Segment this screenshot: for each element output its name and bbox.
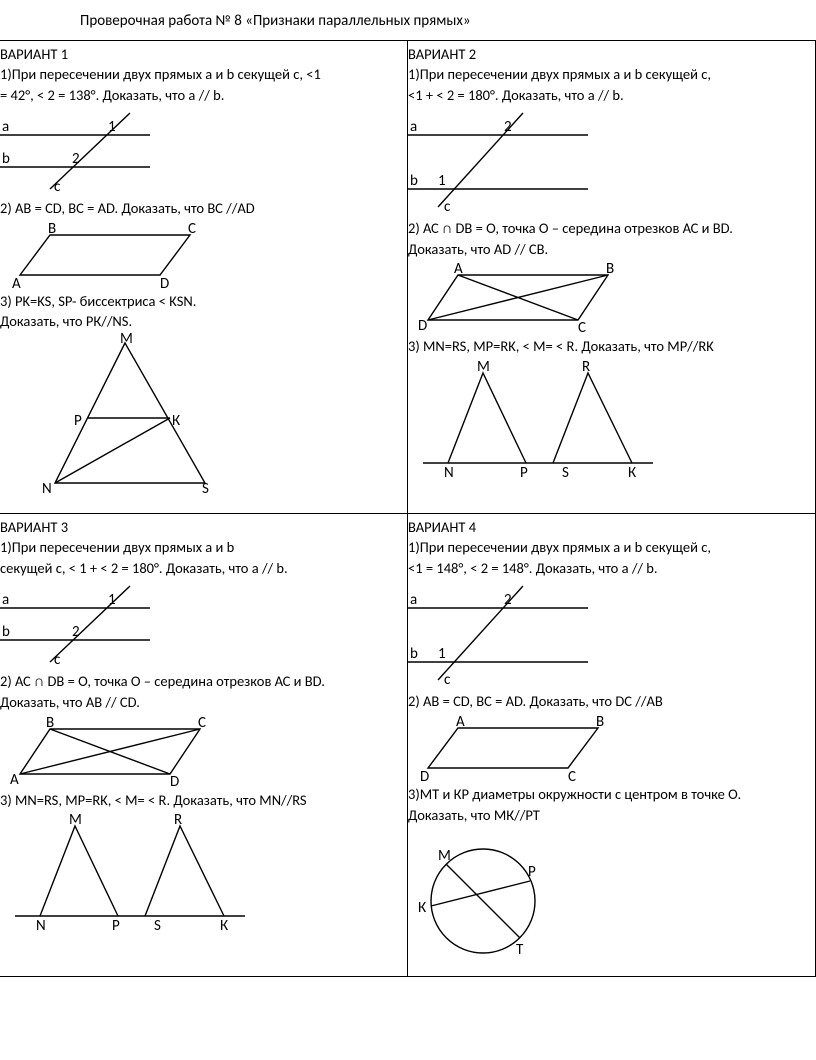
svg-text:М: М [69,811,82,829]
diagram-cross-v2: А В D С [408,260,638,335]
svg-text:N: N [42,480,52,498]
task-text: Доказать, что МК//РТ [408,806,813,825]
task-text: = 42°, < 2 = 138°. Доказать, что а // b. [0,86,405,105]
diagram-lines-v1: а b с 1 2 [0,107,200,197]
svg-text:с: с [54,651,61,669]
svg-text:К: К [418,899,427,917]
svg-text:Р: Р [528,863,536,881]
svg-text:В: В [48,220,56,238]
svg-text:а: а [2,118,9,136]
variants-grid: ВАРИАНТ 1 1)При пересечении двух прямых … [0,40,816,977]
task-text: <1 + < 2 = 180°. Доказать, что а // b. [408,86,813,105]
svg-text:R: R [174,811,182,829]
svg-text:2: 2 [504,591,512,609]
svg-text:2: 2 [72,623,80,641]
diagram-two-triangles-v3: М R N Р S К [0,811,260,931]
svg-text:D: D [160,275,169,293]
svg-text:М: М [477,358,490,376]
variant-heading: ВАРИАНТ 1 [0,45,405,63]
diagram-parallelogram-v4: А В D С [408,713,628,783]
variant-2: ВАРИАНТ 2 1)При пересечении двух прямых … [408,41,816,513]
variant-3: ВАРИАНТ 3 1)При пересечении двух прямых … [0,513,408,976]
svg-text:М: М [120,330,133,348]
svg-text:а: а [410,591,417,609]
svg-text:1: 1 [108,591,116,609]
variant-heading: ВАРИАНТ 2 [408,45,813,63]
svg-text:S: S [202,480,209,498]
task-text: 1)При пересечении двух прямых а и b [0,538,405,557]
diagram-cross-v3: В С А D [0,714,230,789]
svg-text:а: а [410,118,417,136]
svg-text:В: В [46,714,54,732]
diagram-lines-v2: а b с 2 1 [408,107,628,217]
variant-1: ВАРИАНТ 1 1)При пересечении двух прямых … [0,41,408,513]
svg-text:2: 2 [72,150,80,168]
svg-text:Р: Р [112,917,120,935]
task-text: 3)МТ и КР диаметры окружности с центром … [408,785,813,804]
diagram-two-triangles-v2: М R N Р S К [408,358,668,478]
svg-text:S: S [562,464,569,482]
svg-text:b: b [410,172,418,190]
task-text: Доказать, что АD // СВ. [408,240,813,259]
svg-text:Р: Р [74,412,82,430]
variant-4: ВАРИАНТ 4 1)При пересечении двух прямых … [408,513,816,976]
diagram-triangle-v1: М Р К N S [0,333,230,503]
svg-text:А: А [456,713,465,731]
task-text: Доказать, что АВ // СD. [0,693,405,712]
diagram-lines-v4: а b с 2 1 [408,580,628,690]
svg-text:К: К [628,464,637,482]
task-text: 2) АС ∩ DВ = О, точка О – середина отрез… [0,672,405,691]
task-text: 2) АВ = СD, ВС = АD. Доказать, что DС //… [408,692,813,711]
svg-text:b: b [410,645,418,663]
svg-text:b: b [2,150,10,168]
svg-text:1: 1 [438,172,446,190]
task-text: 3) MN=RS, MР=RK, < M= < R. Доказать, что… [0,791,405,810]
task-text: 3) PK=KS, SP- биссектриса < KSN. [0,292,405,311]
svg-text:А: А [10,771,19,789]
svg-text:К: К [172,412,181,430]
task-text: <1 = 148°, < 2 = 148°. Доказать, что а /… [408,559,813,578]
task-text: 3) MN=RS, MР=RK, < M= < R. Доказать, что… [408,337,813,356]
svg-text:С: С [198,714,206,732]
task-text: 1)При пересечении двух прямых а и b секу… [0,65,405,84]
svg-text:N: N [36,917,46,935]
svg-text:с: с [54,178,61,196]
svg-text:С: С [188,220,196,238]
svg-text:b: b [2,623,10,641]
svg-text:а: а [2,591,9,609]
svg-text:D: D [420,768,429,786]
diagram-circle-v4: М Р К Т [408,826,568,966]
svg-text:N: N [444,464,454,482]
svg-text:R: R [582,358,590,376]
svg-text:В: В [596,713,604,731]
variant-heading: ВАРИАНТ 4 [408,518,813,536]
diagram-parallelogram-v1: В С А D [0,220,220,290]
diagram-lines-v3: а b с 1 2 [0,580,200,670]
variant-heading: ВАРИАНТ 3 [0,518,405,536]
svg-text:М: М [438,847,451,865]
svg-text:D: D [170,773,179,791]
page-title: Проверочная работа № 8 «Признаки паралле… [0,0,816,40]
task-text: 2) АС ∩ DВ = О, точка О – середина отрез… [408,219,813,238]
svg-text:С: С [568,768,576,786]
svg-text:D: D [418,317,427,335]
svg-text:S: S [154,917,161,935]
svg-text:с: с [444,198,451,216]
task-text: 2) АВ = СD, ВС = АD. Доказать, что ВС //… [0,199,405,218]
task-text: Доказать, что РК//NS. [0,312,405,331]
svg-text:1: 1 [108,118,116,136]
svg-text:Т: Т [516,941,524,959]
svg-text:1: 1 [438,645,446,663]
task-text: 1)При пересечении двух прямых а и b секу… [408,538,813,557]
svg-text:К: К [220,917,229,935]
svg-text:2: 2 [504,118,512,136]
svg-text:В: В [606,260,614,278]
svg-text:с: с [444,671,451,689]
task-text: секущей с, < 1 + < 2 = 180°. Доказать, ч… [0,559,405,578]
task-text: 1)При пересечении двух прямых а и b секу… [408,65,813,84]
svg-text:А: А [12,275,21,293]
svg-text:А: А [454,260,463,278]
svg-text:С: С [578,319,586,337]
svg-text:Р: Р [520,464,528,482]
